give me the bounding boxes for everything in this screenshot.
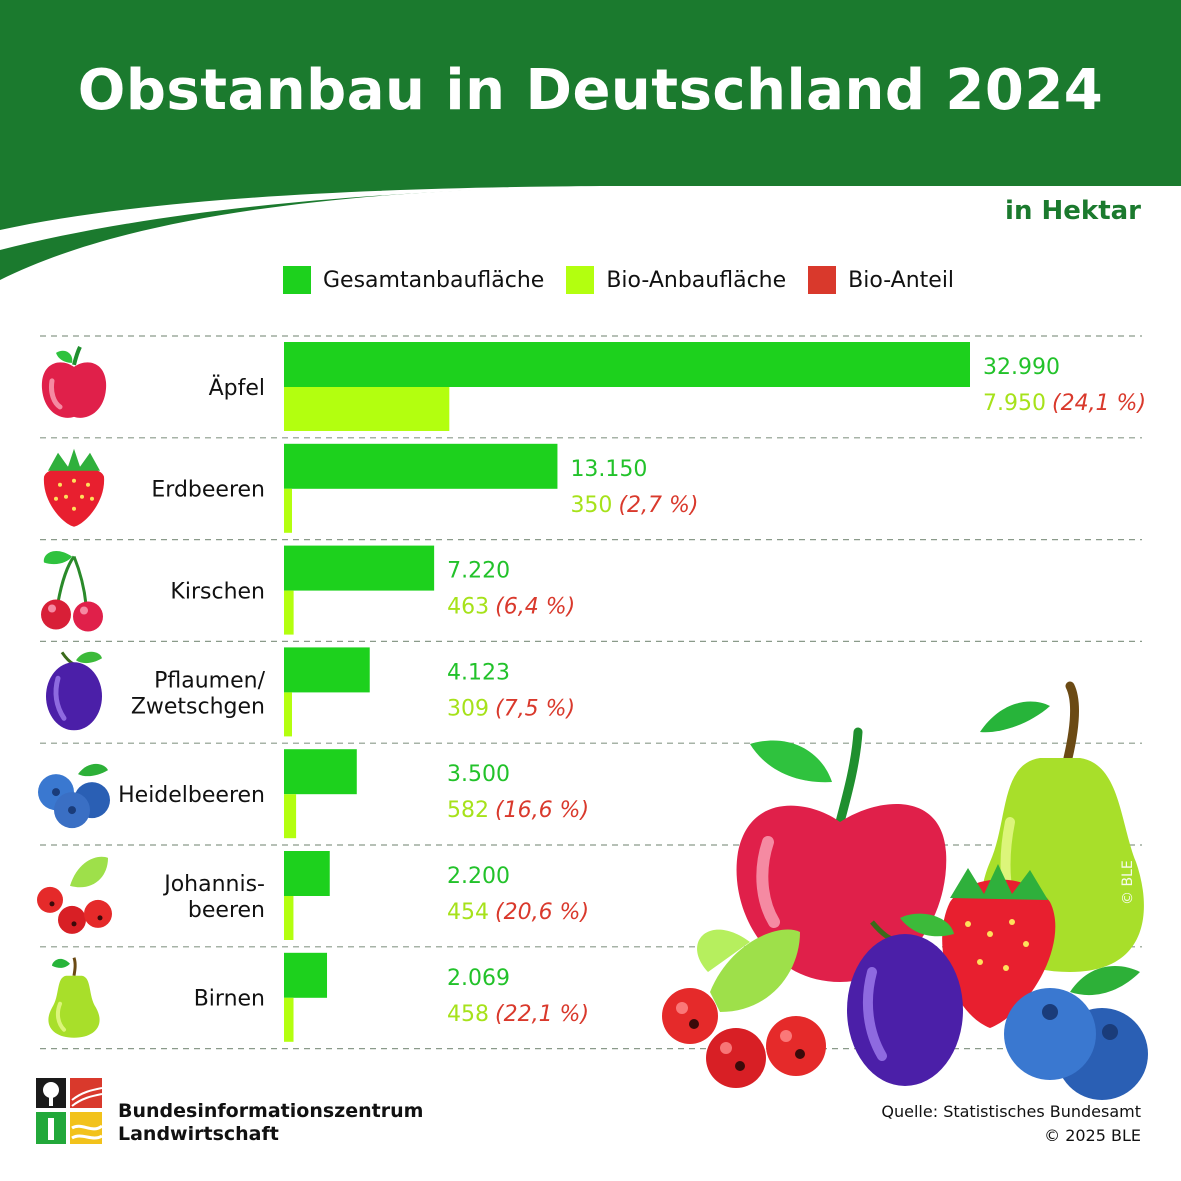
value-label-total-pflaumen-zwetschgen: 4.123 bbox=[447, 660, 510, 685]
value-label-bio-johannisbeeren: 454 bbox=[447, 900, 489, 925]
cherries-icon bbox=[41, 550, 103, 632]
value-label-total-äpfel: 32.990 bbox=[983, 355, 1060, 380]
value-label-total-birnen: 2.069 bbox=[447, 966, 510, 991]
legend-label-total: Gesamtanbaufläche bbox=[323, 267, 545, 293]
value-label-share-heidelbeeren: (16,6 %) bbox=[495, 798, 589, 823]
fruit-illustration bbox=[662, 681, 1148, 1100]
legend-item-total: Gesamtanbaufläche bbox=[283, 266, 544, 294]
category-label-johannisbeeren: Johannis- bbox=[162, 872, 265, 897]
header-swoosh bbox=[0, 186, 600, 280]
value-label-total-heidelbeeren: 3.500 bbox=[447, 762, 510, 787]
bar-total-äpfel bbox=[284, 342, 970, 387]
bar-bio-heidelbeeren bbox=[284, 794, 297, 839]
legend-item-share: Bio-Anteil bbox=[808, 266, 954, 294]
category-label-heidelbeeren: Heidelbeeren bbox=[118, 783, 265, 808]
source-note: Quelle: Statistisches Bundesamt © 2025 B… bbox=[881, 1100, 1141, 1148]
bar-total-pflaumen-zwetschgen bbox=[284, 647, 370, 693]
bar-total-johannisbeeren bbox=[284, 851, 330, 896]
legend-swatch-share bbox=[808, 266, 837, 294]
value-label-share-äpfel: (24,1 %) bbox=[1052, 391, 1146, 416]
value-label-bio-birnen: 458 bbox=[447, 1002, 489, 1027]
bar-bio-johannisbeeren bbox=[284, 896, 294, 940]
bar-total-heidelbeeren bbox=[284, 749, 357, 795]
bar-bio-äpfel bbox=[284, 387, 450, 431]
pear-icon bbox=[48, 957, 100, 1038]
category-label-äpfel: Äpfel bbox=[209, 375, 265, 401]
category-label-kirschen: Kirschen bbox=[170, 580, 265, 605]
legend-item-bio: Bio-Anbaufläche bbox=[566, 266, 786, 294]
legend-swatch-bio bbox=[566, 266, 595, 294]
value-label-bio-erdbeeren: 350 bbox=[570, 493, 612, 518]
bar-bio-birnen bbox=[284, 997, 294, 1042]
value-label-share-pflaumen-zwetschgen: (7,5 %) bbox=[495, 696, 575, 721]
category-label-pflaumen-zwetschgen: Zwetschgen bbox=[131, 694, 265, 719]
legend-label-share: Bio-Anteil bbox=[848, 267, 955, 293]
footer-org-line1: Bundesinformationszentrum bbox=[118, 1100, 424, 1122]
legend-swatch-total bbox=[283, 266, 311, 294]
category-label-birnen: Birnen bbox=[194, 987, 265, 1012]
bar-total-erdbeeren bbox=[284, 443, 558, 489]
bar-bio-kirschen bbox=[284, 590, 294, 635]
category-label-erdbeeren: Erdbeeren bbox=[151, 478, 265, 503]
value-label-share-kirschen: (6,4 %) bbox=[495, 595, 575, 620]
bar-bio-erdbeeren bbox=[284, 488, 292, 533]
footer-organization: Bundesinformationszentrum Landwirtschaft bbox=[118, 1100, 423, 1146]
value-label-total-johannisbeeren: 2.200 bbox=[447, 864, 510, 889]
value-label-total-kirschen: 7.220 bbox=[447, 559, 510, 584]
header-banner bbox=[0, 0, 1181, 186]
value-label-bio-pflaumen-zwetschgen: 309 bbox=[447, 696, 489, 721]
apple-icon bbox=[41, 346, 107, 418]
bar-total-kirschen bbox=[284, 545, 435, 591]
source-line1: Quelle: Statistisches Bundesamt bbox=[881, 1102, 1141, 1121]
blueberries-icon bbox=[38, 763, 110, 829]
chart-title: Obstanbau in Deutschland 2024 bbox=[77, 58, 1104, 123]
plum-icon bbox=[46, 651, 102, 731]
footer-org-line2: Landwirtschaft bbox=[118, 1123, 279, 1145]
value-label-total-erdbeeren: 13.150 bbox=[570, 457, 647, 482]
bar-total-birnen bbox=[284, 952, 328, 998]
watermark: © BLE bbox=[1120, 860, 1136, 905]
value-label-bio-heidelbeeren: 582 bbox=[447, 798, 489, 823]
category-label-pflaumen-zwetschgen: Pflaumen/ bbox=[154, 668, 265, 693]
value-label-share-johannisbeeren: (20,6 %) bbox=[495, 900, 589, 925]
legend: Gesamtanbaufläche Bio-Anbaufläche Bio-An… bbox=[283, 266, 976, 294]
strawberry-icon bbox=[43, 448, 105, 527]
value-label-bio-äpfel: 7.950 bbox=[983, 391, 1046, 416]
source-line2: © 2025 BLE bbox=[1044, 1126, 1141, 1145]
value-label-share-erdbeeren: (2,7 %) bbox=[618, 493, 698, 518]
category-label-johannisbeeren: beeren bbox=[188, 898, 265, 923]
biz-logo bbox=[36, 1078, 102, 1144]
legend-label-bio: Bio-Anbaufläche bbox=[606, 267, 787, 293]
bar-bio-pflaumen-zwetschgen bbox=[284, 692, 292, 737]
unit-label: in Hektar bbox=[1005, 196, 1141, 226]
value-label-share-birnen: (22,1 %) bbox=[495, 1002, 589, 1027]
currants-icon bbox=[37, 856, 112, 934]
value-label-bio-kirschen: 463 bbox=[447, 595, 489, 620]
